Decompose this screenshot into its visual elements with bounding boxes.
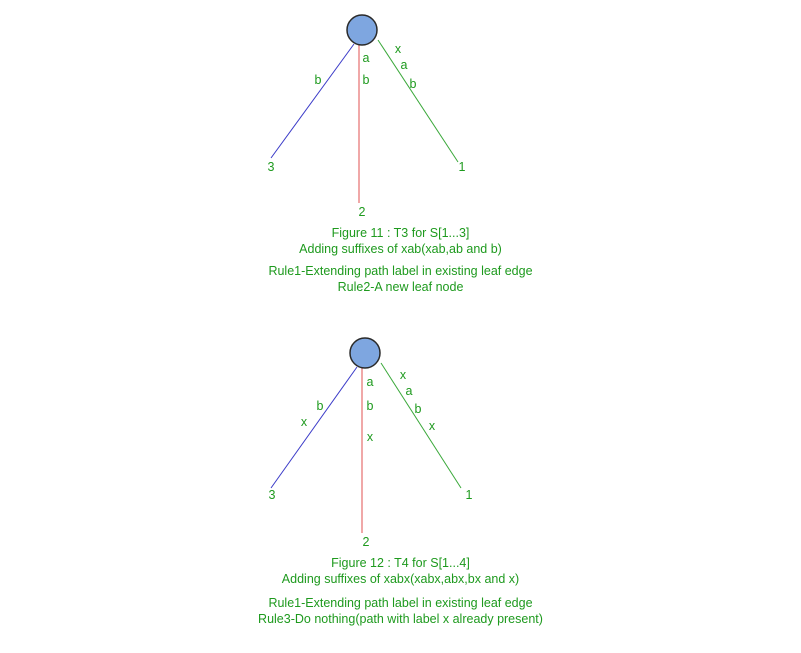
root-node (349, 337, 381, 369)
figure-12-rule-3: Rule3-Do nothing(path with label x alrea… (258, 612, 543, 626)
edge-right-char-label: x (395, 42, 402, 56)
figure-11-rule-2: Rule2-A new leaf node (337, 280, 464, 294)
edge-middle-char-label: b (367, 399, 374, 413)
edge-left-char-label: b (317, 399, 324, 413)
figure-12-rule-1: Rule1-Extending path label in existing l… (268, 596, 533, 610)
edge-right-char-label: a (401, 58, 408, 72)
edge-right (380, 362, 462, 489)
leaf-label-right: 1 (459, 160, 466, 174)
edge-right-char-label: x (400, 368, 407, 382)
edge-right-char-label: b (410, 77, 417, 91)
edge-right (377, 39, 459, 163)
edge-left-char-label: x (301, 415, 308, 429)
edge-middle-char-label: a (367, 375, 374, 389)
edge-left (270, 43, 355, 159)
edge-right-char-label: x (429, 419, 436, 433)
edge-left-char-label: b (315, 73, 322, 87)
figure-11-subtitle: Adding suffixes of xab(xab,ab and b) (299, 242, 502, 256)
figure-12-subtitle: Adding suffixes of xabx(xabx,abx,bx and … (281, 572, 520, 586)
figure-11-rule-1: Rule1-Extending path label in existing l… (268, 264, 533, 278)
edge-middle-char-label: x (367, 430, 374, 444)
edge-middle-char-label: a (363, 51, 370, 65)
root-node (346, 14, 378, 46)
edge-left (270, 366, 358, 489)
leaf-label-middle: 2 (363, 535, 370, 549)
leaf-label-left: 3 (269, 488, 276, 502)
leaf-label-left: 3 (268, 160, 275, 174)
figure-11-title: Figure 11 : T3 for S[1...3] (331, 226, 470, 240)
edge-right-char-label: a (406, 384, 413, 398)
edge-right-char-label: b (415, 402, 422, 416)
leaf-label-right: 1 (466, 488, 473, 502)
edge-middle-char-label: b (363, 73, 370, 87)
leaf-label-middle: 2 (359, 205, 366, 219)
figure-12-title: Figure 12 : T4 for S[1...4] (331, 556, 470, 570)
